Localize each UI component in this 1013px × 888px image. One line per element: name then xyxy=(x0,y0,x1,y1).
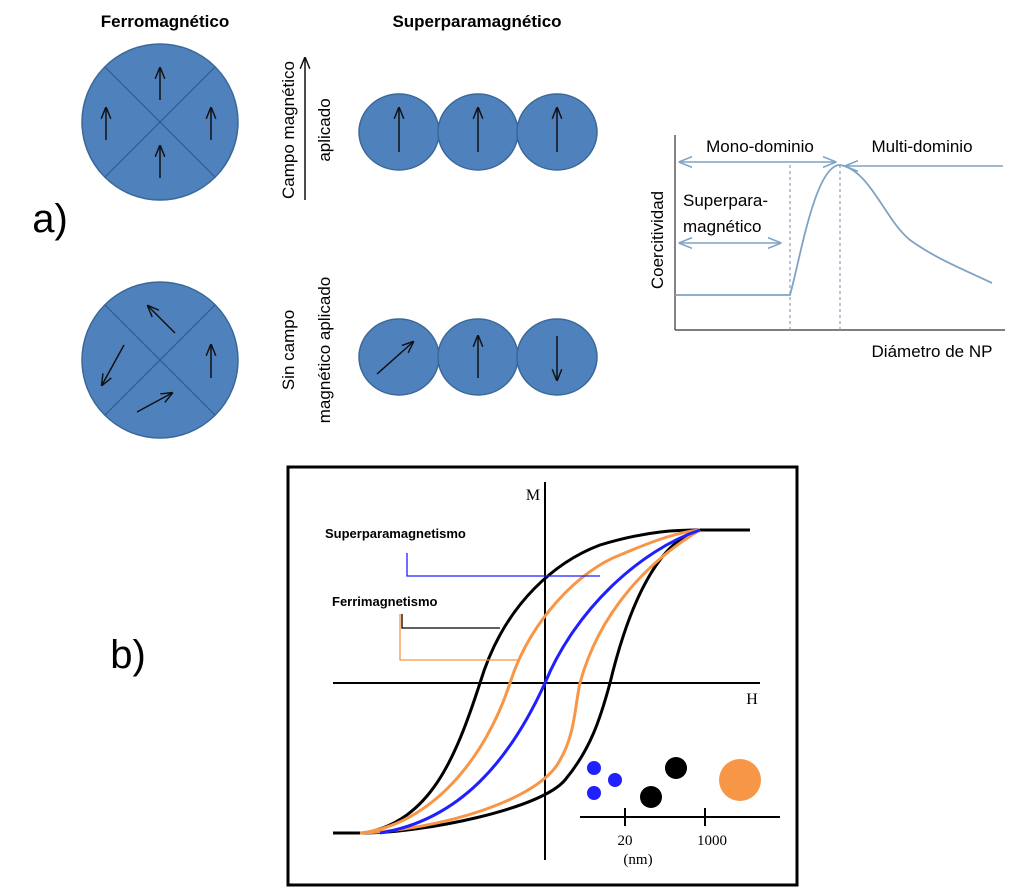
y-axis-label: Coercitividad xyxy=(648,191,667,289)
superpara-label: Superparamagnetismo xyxy=(325,526,466,541)
text-line: Campo magnético xyxy=(279,61,298,199)
figure: Ferromagnético Superparamagnético a) Cam… xyxy=(0,0,1013,888)
h-axis-label: H xyxy=(746,691,758,708)
multi-label: Multi-dominio xyxy=(871,137,972,156)
text-line: Sin campo xyxy=(279,310,298,390)
dashed-boundaries xyxy=(790,165,840,330)
text-line: magnético aplicado xyxy=(315,277,334,423)
size-tick-label: 1000 xyxy=(697,833,727,849)
size-inset-particles xyxy=(587,786,601,800)
ferro-particle-no-field xyxy=(82,282,238,438)
x-axis-label: Diámetro de NP xyxy=(872,342,993,361)
size-unit: (nm) xyxy=(623,852,652,868)
ferri-leader xyxy=(402,614,500,628)
size-inset-axis xyxy=(580,808,780,826)
superpara-particles-no-field xyxy=(359,319,439,395)
ferri-label: Ferrimagnetismo xyxy=(332,594,438,609)
applied-field-label: Campo magnético aplicado xyxy=(279,61,334,199)
superpara-label: Superpara- xyxy=(683,191,768,210)
size-tick-label: 20 xyxy=(618,833,633,849)
size-inset-particles xyxy=(640,786,662,808)
text-line: aplicado xyxy=(315,98,334,161)
size-inset-particles xyxy=(587,761,601,775)
panel-label: b) xyxy=(110,633,146,677)
no-field-label: Sin campo magnético aplicado xyxy=(279,277,334,423)
superpara-title: Superparamagnético xyxy=(392,12,561,31)
panel-label: a) xyxy=(32,197,68,241)
m-axis-label: M xyxy=(526,487,540,504)
size-inset-particles xyxy=(587,757,761,808)
superpara-leader xyxy=(407,553,600,576)
size-inset-particles xyxy=(608,773,622,787)
size-inset-particles xyxy=(719,759,761,801)
size-inset-particles xyxy=(665,757,687,779)
superpara-label: magnético xyxy=(683,217,761,236)
mono-label: Mono-dominio xyxy=(706,137,814,156)
ferro-title: Ferromagnético xyxy=(101,12,229,31)
ferri-leader xyxy=(400,614,520,660)
